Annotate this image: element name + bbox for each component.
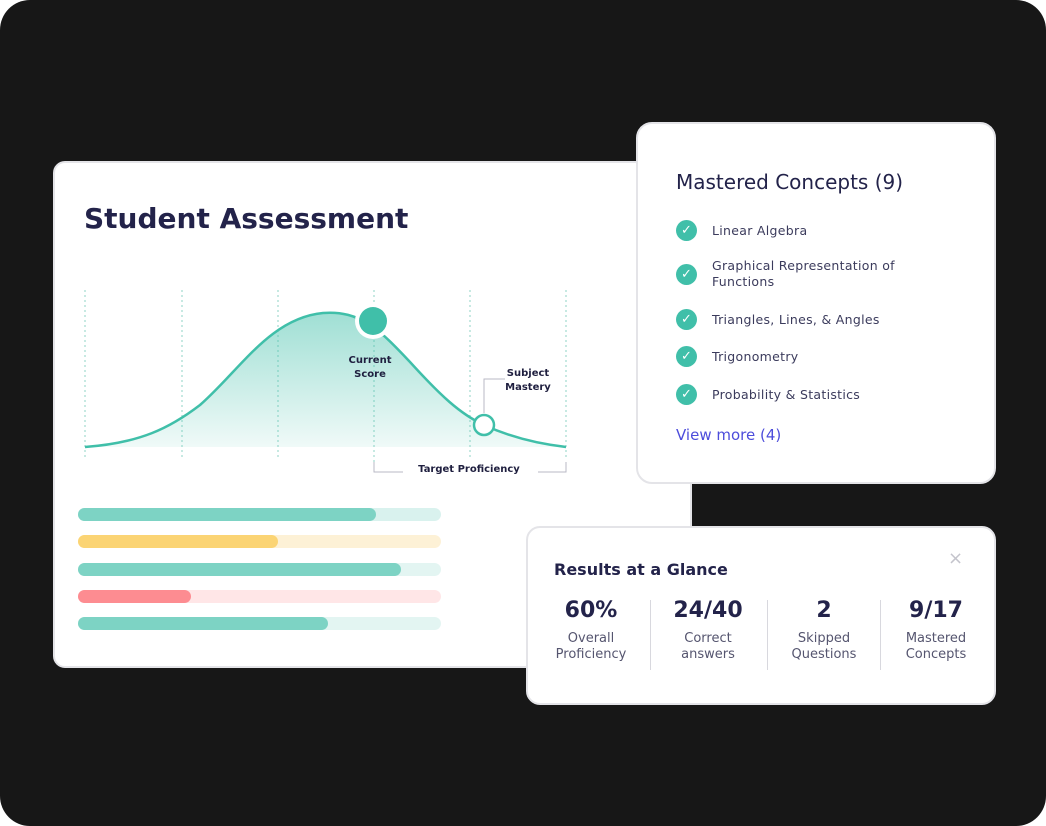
results-card: Results at a Glance × 60% Overall Proficie… — [526, 526, 996, 705]
subject-mastery-label: Mastery — [505, 382, 551, 393]
progress-bar-fill — [78, 562, 402, 576]
progress-bar — [78, 508, 441, 521]
subject-mastery-marker — [472, 413, 496, 437]
target-proficiency-label: Target Proficiency — [418, 464, 520, 475]
divider — [767, 600, 768, 670]
stat-correct-answers: 24/40 Correct answers — [673, 598, 743, 662]
concept-item: ✓ Trigonometry — [676, 346, 922, 367]
progress-bar — [78, 589, 441, 603]
target-bracket-right — [538, 462, 567, 473]
results-title: Results at a Glance — [554, 560, 728, 579]
progress-bar-fill — [78, 617, 329, 631]
subject-mastery-label: Subject — [507, 368, 550, 379]
stat-skipped-questions: 2 Skipped Questions — [791, 598, 857, 662]
divider — [880, 600, 881, 670]
mastered-title: Mastered Concepts (9) — [676, 170, 904, 194]
current-score-label: Current — [348, 355, 391, 366]
progress-bar — [78, 617, 441, 631]
view-more-link[interactable]: View more (4) — [676, 426, 782, 444]
page-title: Student Assessment — [84, 202, 409, 235]
mastered-concepts-card: Mastered Concepts (9) ✓ Linear Algebra ✓ G… — [636, 122, 996, 484]
concept-item: ✓ Triangles, Lines, & Angles — [676, 309, 922, 330]
check-icon: ✓ — [676, 263, 697, 285]
check-icon: ✓ — [676, 346, 697, 367]
current-score-dot — [359, 307, 387, 335]
progress-bar-fill — [78, 508, 376, 521]
progress-bar-fill — [78, 589, 191, 603]
current-score-label: Score — [354, 369, 386, 380]
divider — [650, 600, 651, 670]
stat-mastered-concepts: 9/17 Mastered Concepts — [905, 598, 967, 662]
progress-bar-fill — [78, 535, 278, 549]
target-bracket-left — [373, 462, 403, 473]
check-icon: ✓ — [676, 384, 697, 405]
curve-area — [85, 312, 566, 447]
concept-item: ✓ Graphical Representation of Functions — [676, 258, 922, 290]
progress-bar — [78, 562, 441, 576]
concept-item: ✓ Linear Algebra — [676, 220, 922, 241]
progress-bar — [78, 535, 441, 549]
check-icon: ✓ — [676, 220, 697, 241]
subject-mastery-leader — [483, 378, 505, 413]
close-icon[interactable]: × — [948, 548, 964, 569]
concept-item: ✓ Probability & Statistics — [676, 384, 922, 405]
check-icon: ✓ — [676, 309, 697, 330]
stat-overall-proficiency: 60% Overall Proficiency — [555, 598, 627, 662]
